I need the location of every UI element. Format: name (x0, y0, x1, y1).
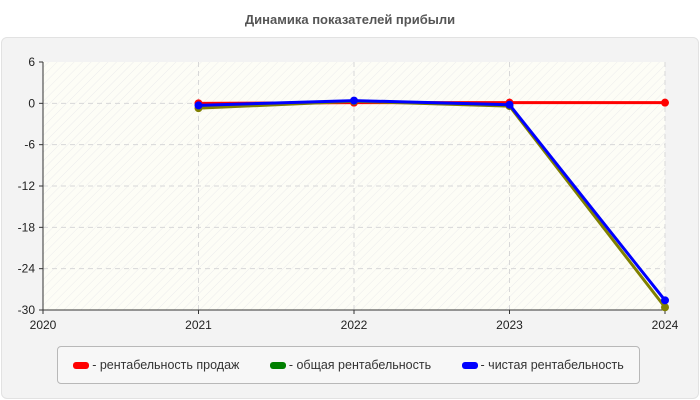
legend-label: - рентабельность продаж (92, 358, 240, 372)
legend-label: - общая рентабельность (288, 358, 432, 372)
y-tick-label: -18 (18, 220, 36, 234)
data-point (661, 303, 669, 312)
x-tick-label: 2022 (341, 318, 368, 332)
x-tick-label: 2023 (496, 318, 523, 332)
x-tick-label: 2021 (185, 318, 212, 332)
y-tick-label: 6 (28, 55, 35, 69)
data-point (194, 101, 203, 110)
y-tick-label: -12 (18, 179, 36, 193)
y-tick-label: -24 (18, 262, 36, 276)
data-point (505, 100, 514, 109)
legend-label: - чистая рентабельность (480, 358, 624, 372)
legend-swatch-blue (461, 361, 478, 369)
x-tick-label: 2020 (30, 318, 57, 332)
y-tick-label: -30 (18, 303, 36, 317)
legend-item-total-profitability: - общая рентабельность (269, 358, 432, 372)
x-tick-label: 2024 (652, 318, 679, 332)
legend-item-sales-profitability: - рентабельность продаж (73, 358, 239, 372)
series-line (198, 99, 667, 302)
chart-title: Динамика показателей прибыли (244, 12, 456, 27)
y-tick-label: -6 (24, 138, 35, 152)
y-tick-label: 0 (28, 96, 35, 110)
data-point (350, 96, 358, 105)
legend-item-net-profitability: - чистая рентабельность (461, 358, 624, 372)
data-point (661, 98, 669, 107)
legend-swatch-green (269, 361, 286, 369)
legend: - рентабельность продаж - общая рентабел… (57, 346, 640, 384)
data-point (661, 296, 669, 305)
legend-swatch-red (73, 361, 90, 369)
